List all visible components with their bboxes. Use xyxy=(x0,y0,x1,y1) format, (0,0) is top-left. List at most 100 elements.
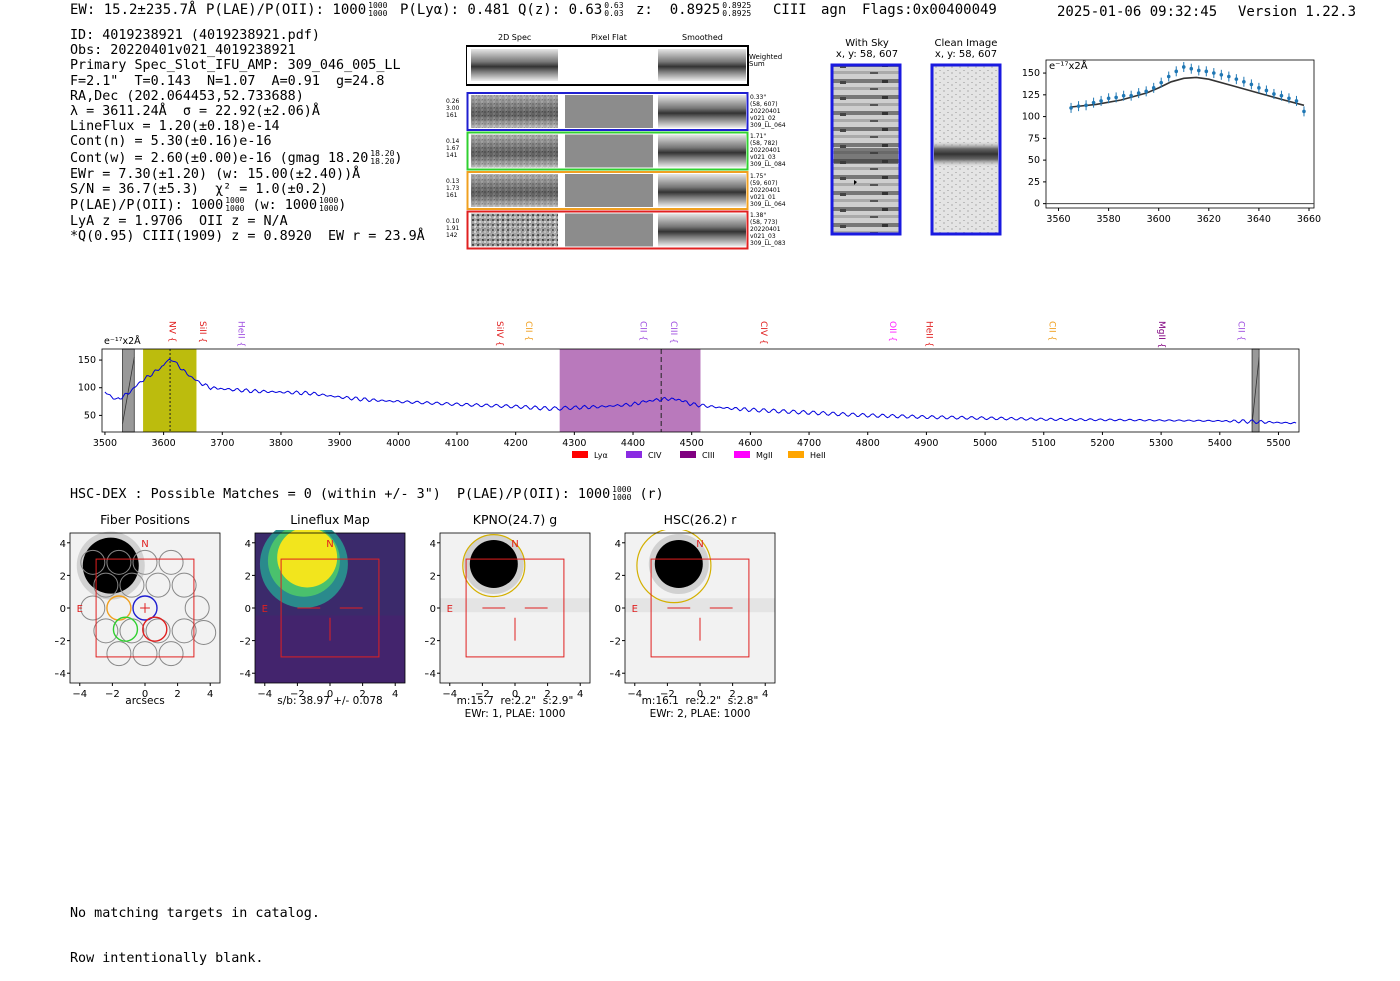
zoom-data-point xyxy=(1114,95,1118,100)
header-ciii: CIII xyxy=(773,2,807,18)
stamp-ytick-label: −4 xyxy=(610,669,621,680)
stamp-north-label: N xyxy=(326,539,333,550)
stamp-east-label: E xyxy=(77,604,83,615)
stamp-xtick-label: 4 xyxy=(762,689,768,700)
header-flags: Flags:0x00400049 xyxy=(862,2,997,18)
col-header-smoothed: Smoothed xyxy=(682,33,723,42)
stamp-xtick-label: 2 xyxy=(359,689,365,700)
zoom-data-point xyxy=(1302,109,1306,114)
stamp-xlabel: m:15.7 re:2.2" s:2.9" xyxy=(456,695,574,707)
clean-image-title: Clean Image x, y: 58, 607 xyxy=(930,38,1002,60)
zoom-unit-label: e⁻¹⁷x2Å xyxy=(1049,61,1088,72)
zoom-ytick-label: 25 xyxy=(1028,177,1040,188)
info-fiber: F=2.1" T=0.143 N=1.07 A=0.91 g=24.8 xyxy=(70,73,385,89)
spec-legend-swatch xyxy=(734,451,750,458)
header-qz: Q(z): 0.63 0.63 0.03 xyxy=(518,1,624,19)
info-plae-lo: 1000 xyxy=(225,204,245,214)
fiber-circle xyxy=(132,641,158,667)
header-qz-text: Q(z): 0.63 xyxy=(518,2,603,18)
stamp-xtick-label: −2 xyxy=(290,689,305,700)
stamp-title: HSC(26.2) r xyxy=(663,512,737,527)
info-contw-hi: 18.20 xyxy=(370,148,395,158)
stamp-xtick-label: 2 xyxy=(544,689,550,700)
spec-xtick-label: 4300 xyxy=(562,438,586,449)
zoom-xtick-label: 3640 xyxy=(1247,214,1271,225)
spec-line-label: SiII { xyxy=(197,321,207,343)
spec-line-label: HeII { xyxy=(923,321,933,347)
info-block: ID: 4019238921 (4019238921.pdf) Obs: 202… xyxy=(70,28,425,244)
cutout-row2-left: 0.14 1.67 141 xyxy=(446,138,460,159)
cutout-row1-left: 0.26 3.00 161 xyxy=(446,98,460,119)
fiber-circle xyxy=(80,595,106,621)
zoom-data-point xyxy=(1196,68,1201,73)
fiber-circle xyxy=(93,572,119,598)
stamp-east-label: E xyxy=(447,604,453,615)
fiber-circle-highlight xyxy=(106,595,132,621)
stamp-ytick-label: 0 xyxy=(245,604,251,615)
stamp-xtick-label: 0 xyxy=(697,689,703,700)
spec-xtick-label: 4400 xyxy=(621,438,645,449)
info-id: ID: 4019238921 (4019238921.pdf) xyxy=(70,28,320,43)
spec-legend-label: CIV xyxy=(648,451,662,460)
stamp-ytick-label: −4 xyxy=(425,669,436,680)
stamp-3: KPNO(24.7) g m:15.7 re:2.2" s:2.9" EWr: 1,… xyxy=(425,512,605,727)
stamp-xtick-label: −4 xyxy=(72,689,87,700)
fiber-circle-highlight xyxy=(132,595,158,621)
weighted-2dspec xyxy=(471,49,558,81)
stamp-image-1: N E −4 −4 −2 −2 0 0 2 2 4 4 xyxy=(55,531,221,700)
with-sky-xy: x, y: 58, 607 xyxy=(835,49,899,60)
col-header-2dspec: 2D Spec xyxy=(498,33,532,42)
spec-legend-swatch xyxy=(788,451,804,458)
zoom-data-point xyxy=(1091,100,1096,105)
fiber-circle-highlight xyxy=(112,616,139,642)
stamp-ytick-label: 4 xyxy=(430,539,436,550)
with-sky-image xyxy=(830,63,902,236)
zoom-ytick-label: 75 xyxy=(1028,133,1040,144)
stamp-north-label: N xyxy=(696,539,703,550)
spec-line-label: HeII { xyxy=(236,321,246,347)
zoom-ytick-label: 100 xyxy=(1022,112,1040,123)
fiber-circle xyxy=(106,549,132,575)
zoom-data-point xyxy=(1279,93,1284,98)
spec-xtick-label: 5300 xyxy=(1149,438,1173,449)
with-sky-title: With Sky x, y: 58, 607 xyxy=(833,38,901,60)
stamp-ytick-label: 2 xyxy=(615,571,621,582)
stamp-ytick-label: 4 xyxy=(245,539,251,550)
zoom-data-point xyxy=(1227,74,1231,79)
stamp-title: KPNO(24.7) g xyxy=(472,512,558,527)
cutout-smoothed-1 xyxy=(658,95,746,128)
info-obs: Obs: 20220401v021_4019238921 xyxy=(70,43,296,59)
stamp-north-label: N xyxy=(511,539,518,550)
spec-legend-label: MgII xyxy=(756,451,773,460)
info-plae-end: ) xyxy=(338,198,347,214)
stamp-image-3: N E −4 −4 −2 −2 0 0 2 2 4 4 xyxy=(425,532,591,700)
hsc-dex-end: (r) xyxy=(639,487,664,502)
stamp-band xyxy=(625,598,775,613)
header-plae-hi: 1000 xyxy=(368,1,388,10)
spec-legend-swatch xyxy=(626,451,642,458)
header-qz-hi: 0.63 xyxy=(604,1,624,10)
fiber-circle xyxy=(171,572,197,598)
info-lambda: λ = 3611.24Å σ = 22.92(±2.06)Å xyxy=(70,104,320,120)
header-z-text: z: 0.8925 xyxy=(636,2,721,18)
spec-xtick-label: 5000 xyxy=(973,438,997,449)
spec-xtick-label: 4700 xyxy=(797,438,821,449)
cutout-row2-right: 1.71" (58, 782) 20220401 v021_03 309_LL_… xyxy=(750,133,786,168)
cutout-pixelflat-3 xyxy=(565,174,653,207)
spec-line xyxy=(104,358,1297,425)
spec-line-label: OII { xyxy=(887,321,897,342)
stamp-xlabel: arcsecs xyxy=(125,695,165,707)
zoom-data-point xyxy=(1084,103,1088,108)
spec-line-label: CII { xyxy=(523,321,533,341)
footer-line2: Row intentionally blank. xyxy=(70,951,264,966)
zoom-data-point xyxy=(1129,93,1133,98)
stamp-xtick-label: 4 xyxy=(392,689,398,700)
fiber-circle xyxy=(132,549,158,575)
zoom-data-point xyxy=(1106,96,1111,101)
clean-image-xy: x, y: 58, 607 xyxy=(934,49,998,60)
stamp-xtick-label: −4 xyxy=(257,689,272,700)
zoom-data-point xyxy=(1166,74,1171,79)
header-timestamp: 2025-01-06 09:32:45 xyxy=(1057,4,1218,20)
fiber-circle xyxy=(106,641,132,667)
fiber-circle xyxy=(145,572,171,598)
